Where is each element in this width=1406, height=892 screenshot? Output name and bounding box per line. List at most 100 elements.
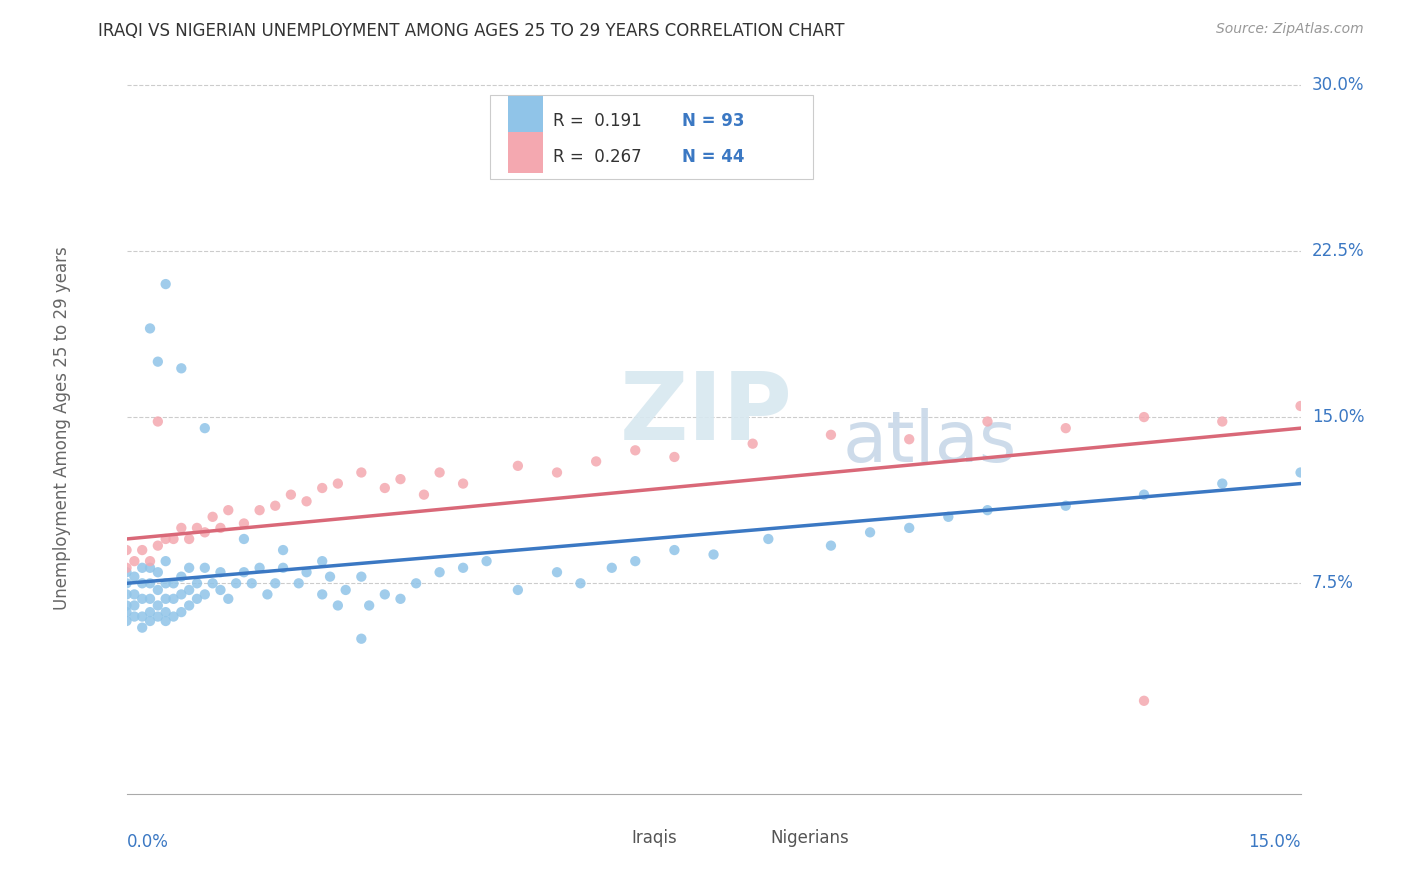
Point (115, 576, 138, 591)
Point (405, 576, 427, 591)
Point (155, 591, 177, 606)
Text: 0.0%: 0.0% (127, 833, 169, 851)
Point (139, 591, 162, 606)
Text: 30.0%: 30.0% (1312, 76, 1364, 94)
Point (741, 436, 763, 450)
Point (429, 466, 451, 480)
Point (475, 554, 498, 568)
Point (280, 488, 302, 502)
Text: IRAQI VS NIGERIAN UNEMPLOYMENT AMONG AGES 25 TO 29 YEARS CORRELATION CHART: IRAQI VS NIGERIAN UNEMPLOYMENT AMONG AGE… (98, 22, 845, 40)
Text: ZIP: ZIP (620, 368, 793, 459)
Point (287, 576, 309, 591)
Point (155, 277, 177, 291)
Point (350, 466, 373, 480)
Point (155, 605, 177, 619)
Point (170, 521, 193, 535)
Point (232, 566, 256, 580)
Text: R =  0.267: R = 0.267 (553, 147, 641, 166)
Point (146, 354, 169, 368)
Point (311, 481, 333, 495)
Text: N = 44: N = 44 (682, 147, 744, 166)
Point (155, 554, 177, 568)
Point (271, 561, 294, 575)
Point (146, 582, 169, 597)
Point (179, 532, 201, 546)
Point (624, 443, 647, 458)
Point (898, 432, 921, 446)
Text: 15.0%: 15.0% (1312, 408, 1364, 426)
Point (139, 561, 162, 575)
Point (146, 609, 169, 624)
Point (264, 576, 287, 591)
Point (859, 525, 882, 540)
Point (170, 605, 193, 619)
Point (702, 548, 725, 562)
Point (162, 576, 184, 591)
Point (311, 587, 333, 601)
FancyBboxPatch shape (491, 95, 813, 179)
Point (179, 561, 201, 575)
Point (115, 599, 138, 613)
Point (350, 632, 373, 646)
Point (664, 543, 686, 558)
FancyBboxPatch shape (725, 821, 758, 857)
Point (359, 599, 381, 613)
Point (326, 476, 349, 491)
Point (451, 476, 474, 491)
Text: Source: ZipAtlas.com: Source: ZipAtlas.com (1216, 22, 1364, 37)
Point (585, 454, 607, 468)
Point (232, 516, 256, 531)
FancyBboxPatch shape (591, 821, 623, 857)
Point (194, 421, 217, 435)
Point (374, 587, 396, 601)
Point (976, 415, 998, 429)
Point (506, 458, 529, 473)
Point (326, 599, 349, 613)
Text: atlas: atlas (842, 409, 1017, 477)
Point (217, 591, 239, 606)
Point (232, 532, 256, 546)
Point (170, 569, 193, 583)
Point (546, 566, 568, 580)
Point (1054, 499, 1077, 513)
Point (186, 576, 208, 591)
Point (546, 466, 568, 480)
Point (295, 494, 318, 508)
Point (249, 561, 271, 575)
Point (186, 591, 208, 606)
Point (506, 582, 529, 597)
Point (569, 576, 592, 591)
FancyBboxPatch shape (508, 133, 543, 173)
Point (335, 582, 357, 597)
Point (139, 605, 162, 619)
Point (146, 415, 169, 429)
Point (600, 561, 623, 575)
Point (115, 566, 138, 580)
Point (139, 576, 162, 591)
Point (139, 321, 162, 335)
Point (898, 521, 921, 535)
Point (162, 609, 184, 624)
Point (124, 554, 146, 568)
Point (131, 621, 153, 635)
Point (146, 599, 169, 613)
Point (389, 472, 412, 486)
Text: 15.0%: 15.0% (1249, 833, 1301, 851)
Point (1211, 476, 1233, 491)
Point (249, 503, 271, 517)
Text: Unemployment Among Ages 25 to 29 years: Unemployment Among Ages 25 to 29 years (53, 246, 70, 610)
Point (131, 591, 153, 606)
Point (170, 361, 193, 376)
Point (1133, 410, 1156, 425)
Point (240, 576, 263, 591)
Point (124, 609, 146, 624)
Point (413, 488, 436, 502)
Point (115, 587, 138, 601)
Point (1211, 415, 1233, 429)
Point (139, 614, 162, 628)
Point (131, 609, 153, 624)
Point (179, 582, 201, 597)
Point (115, 543, 138, 558)
Point (162, 532, 184, 546)
Point (194, 525, 217, 540)
